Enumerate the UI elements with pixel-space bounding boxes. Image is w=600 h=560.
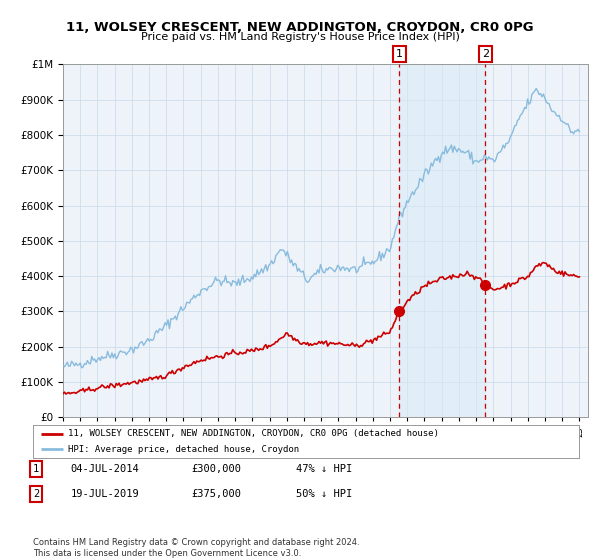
Bar bbox=[400, 64, 485, 417]
Text: 1: 1 bbox=[396, 49, 403, 59]
Text: 47% ↓ HPI: 47% ↓ HPI bbox=[296, 464, 352, 474]
Text: £375,000: £375,000 bbox=[191, 489, 241, 499]
Text: 11, WOLSEY CRESCENT, NEW ADDINGTON, CROYDON, CR0 0PG (detached house): 11, WOLSEY CRESCENT, NEW ADDINGTON, CROY… bbox=[68, 430, 439, 438]
Text: 2: 2 bbox=[33, 489, 39, 499]
Text: 19-JUL-2019: 19-JUL-2019 bbox=[71, 489, 139, 499]
Text: 2: 2 bbox=[482, 49, 489, 59]
Text: Contains HM Land Registry data © Crown copyright and database right 2024.
This d: Contains HM Land Registry data © Crown c… bbox=[33, 538, 359, 558]
Text: 11, WOLSEY CRESCENT, NEW ADDINGTON, CROYDON, CR0 0PG: 11, WOLSEY CRESCENT, NEW ADDINGTON, CROY… bbox=[66, 21, 534, 34]
Text: HPI: Average price, detached house, Croydon: HPI: Average price, detached house, Croy… bbox=[68, 445, 299, 454]
Text: 04-JUL-2014: 04-JUL-2014 bbox=[71, 464, 139, 474]
Text: 50% ↓ HPI: 50% ↓ HPI bbox=[296, 489, 352, 499]
Text: 1: 1 bbox=[33, 464, 39, 474]
Text: Price paid vs. HM Land Registry's House Price Index (HPI): Price paid vs. HM Land Registry's House … bbox=[140, 32, 460, 43]
Text: £300,000: £300,000 bbox=[191, 464, 241, 474]
